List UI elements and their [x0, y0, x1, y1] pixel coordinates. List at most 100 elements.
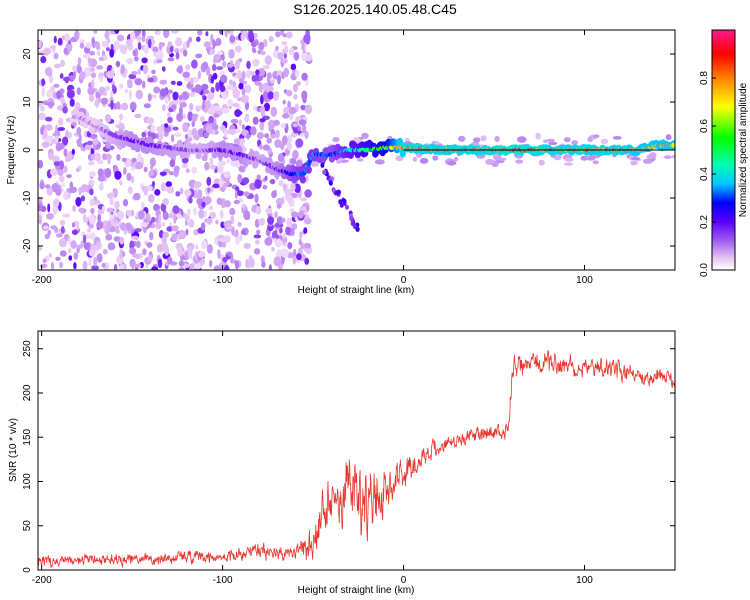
spectrogram-noise-blob — [126, 79, 133, 87]
spectrogram-noise-blob — [182, 113, 186, 119]
spectrogram-noise-blob — [143, 185, 148, 196]
spectrogram-noise-blob — [122, 199, 129, 207]
spectrogram-noise-blob — [98, 56, 105, 62]
spectrogram-noise-blob — [90, 245, 99, 251]
spectrogram-noise-blob — [176, 81, 183, 86]
spectrogram-noise-blob — [283, 53, 287, 59]
spectrogram-noise-blob — [113, 215, 117, 223]
spectrogram-noise-blob — [304, 243, 312, 249]
spectrogram-tail-blob — [342, 198, 347, 204]
spectrogram-noise-blob — [173, 214, 177, 224]
snr-x-axis-label: Height of straight line (km) — [298, 585, 415, 596]
spectrogram-noise-blob — [171, 134, 175, 143]
spectrogram-noise-blob — [39, 263, 48, 269]
spectrogram-noise-blob — [209, 157, 214, 166]
spectrogram-noise-blob — [206, 244, 213, 254]
spectrogram-noise-blob — [197, 30, 203, 36]
spectrogram-noise-blob — [290, 63, 297, 71]
spectrogram-noise-blob — [206, 176, 212, 186]
spectrogram-noise-blob — [258, 218, 266, 226]
spectrogram-noise-blob — [217, 50, 224, 56]
spectrogram-noise-blob — [169, 159, 176, 168]
spectrogram-noise-blob — [301, 90, 308, 101]
spectrogram-noise-blob — [213, 113, 220, 118]
spectrogram-noise-blob — [255, 239, 260, 245]
spectrogram-noise-blob — [293, 248, 297, 258]
spectrogram-noise-blob — [58, 117, 64, 127]
spectrogram-noise-blob — [261, 261, 266, 268]
spectrogram-noise-blob — [262, 184, 268, 190]
spectrogram-noise-blob — [202, 61, 209, 70]
spectrogram-noise-blob — [296, 81, 301, 86]
spectrogram-noise-blob — [208, 115, 214, 125]
spectrogram-noise-blob — [212, 183, 220, 189]
spectrogram-noise-blob — [151, 69, 156, 74]
spectrogram-noise-blob — [72, 222, 75, 228]
spectrogram-noise-blob — [41, 141, 50, 149]
spectrogram-noise-blob — [42, 225, 49, 230]
spectrogram-noise-blob — [282, 135, 288, 146]
spectrogram-noise-blob — [293, 51, 300, 61]
spectrogram-noise-blob — [160, 182, 166, 192]
spectrogram-noise-blob — [96, 220, 104, 230]
spectrogram-noise-blob — [114, 30, 120, 34]
spectrogram-noise-blob — [152, 46, 159, 53]
spectrogram-noise-blob — [244, 84, 252, 94]
spectrogram-noise-blob — [277, 153, 284, 163]
spectrogram-noise-blob — [92, 138, 99, 146]
spectrogram-noise-blob — [110, 90, 114, 99]
spectrogram-noise-blob — [221, 160, 227, 166]
spectrogram-noise-blob — [286, 31, 293, 39]
spectrogram-noise-blob — [106, 47, 110, 52]
spectrogram-noise-blob — [181, 91, 190, 101]
spectrogram-noise-blob — [260, 105, 266, 115]
x-tick-label: -200 — [32, 275, 52, 286]
spectrogram-noise-blob — [275, 31, 281, 38]
spectrogram-noise-blob — [102, 248, 108, 255]
spectrogram-noise-blob — [193, 133, 200, 141]
spectrogram-noise-blob — [263, 102, 270, 112]
spectrogram-noise-blob — [45, 116, 53, 122]
spectrogram-noise-blob — [226, 84, 233, 91]
colorbar-label: Normalized spectral amplitude — [738, 82, 749, 217]
spectrogram-noise-blob — [129, 101, 137, 111]
spectrogram-noise-blob — [74, 30, 80, 40]
spectrogram-noise-blob — [59, 238, 67, 248]
spectrogram-noise-blob — [59, 73, 64, 79]
spectrogram-noise-blob — [297, 210, 304, 219]
spectrogram-noise-blob — [42, 258, 47, 264]
spectrogram-noise-blob — [238, 119, 242, 126]
spectrogram-noise-blob — [256, 174, 261, 179]
spectrogram-noise-blob — [249, 258, 255, 268]
spectrogram-noise-blob — [174, 132, 182, 137]
spectrogram-noise-blob — [53, 52, 59, 60]
spectrogram-noise-blob — [53, 35, 57, 44]
figure-title: S126.2025.140.05.48.C45 — [293, 1, 457, 17]
spectrogram-noise-blob — [107, 158, 111, 165]
spectrogram-tail-blob — [322, 169, 327, 175]
spectrogram-noise-blob — [184, 214, 190, 221]
spectrogram-noise-blob — [281, 41, 288, 46]
spectrogram-noise-blob — [63, 148, 68, 157]
spectrogram-noise-blob — [203, 131, 209, 138]
spectrogram-noise-blob — [293, 83, 298, 93]
spectrogram-noise-blob — [146, 242, 153, 248]
spectrogram-noise-blob — [43, 47, 52, 55]
spectrogram-noise-blob — [214, 168, 218, 174]
spectrogram-noise-blob — [238, 82, 244, 90]
spectrogram-noise-blob — [172, 126, 179, 131]
spectrogram-sidelobe-blob — [630, 160, 638, 166]
spectrogram-track-halo — [299, 175, 307, 184]
spectrogram-noise-blob — [276, 203, 282, 209]
spectrogram-tail-blob — [328, 180, 333, 186]
spectrogram-noise-blob — [189, 263, 196, 270]
spectrogram-noise-blob — [48, 104, 53, 109]
spectrogram-noise-blob — [227, 252, 232, 257]
spectrogram-sidelobe-blob — [404, 137, 410, 143]
spectrogram-noise-blob — [195, 53, 203, 59]
spectrogram-noise-blob — [96, 65, 104, 70]
y-tick-label: -20 — [22, 238, 33, 253]
spectrogram-track-halo — [217, 151, 224, 159]
spectrogram-noise-blob — [125, 39, 133, 48]
spectrogram-noise-blob — [71, 229, 79, 235]
